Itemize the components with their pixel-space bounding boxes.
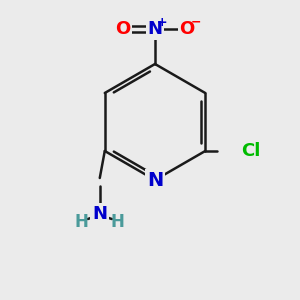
- Text: O: O: [179, 20, 195, 38]
- Text: H: H: [75, 213, 89, 231]
- Text: H: H: [111, 213, 125, 231]
- Text: −: −: [191, 16, 201, 28]
- Text: O: O: [116, 20, 130, 38]
- Text: Cl: Cl: [241, 142, 261, 160]
- Text: N: N: [147, 170, 163, 190]
- Text: +: +: [157, 16, 167, 28]
- Text: N: N: [148, 20, 163, 38]
- Text: N: N: [92, 205, 107, 223]
